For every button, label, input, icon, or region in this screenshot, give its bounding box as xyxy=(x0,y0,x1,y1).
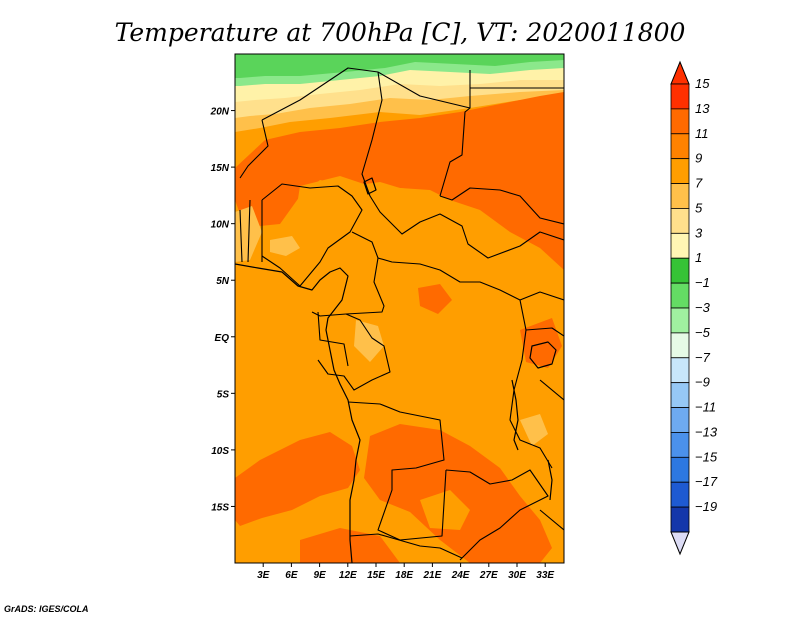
colorbar-label: −5 xyxy=(695,325,711,340)
colorbar-swatch xyxy=(670,432,690,458)
border-namibia xyxy=(349,533,463,559)
colorbar-label: −11 xyxy=(695,400,716,415)
lon-tick-label: 3E xyxy=(257,570,270,581)
map-title: Temperature at 700hPa [C], VT: 202001180… xyxy=(115,18,686,47)
colorbar-swatch xyxy=(670,382,690,408)
border-benin-togo xyxy=(239,199,263,263)
border-angola xyxy=(347,401,447,541)
lake-chad xyxy=(363,177,377,195)
colorbar-label: −3 xyxy=(695,300,711,315)
lon-tick-label: 12E xyxy=(339,570,357,581)
border-gabon xyxy=(317,311,349,367)
colorbar-swatch xyxy=(670,183,690,209)
credit-text: GrADS: IGES/COLA xyxy=(4,604,89,614)
colorbar-swatch xyxy=(670,232,690,259)
border-east-dark xyxy=(539,509,564,531)
map-frame xyxy=(234,53,565,564)
lon-tick-label: 6E xyxy=(285,570,298,581)
colorbar-label: −15 xyxy=(695,449,718,464)
coastlines xyxy=(235,177,557,563)
colorbar-label: 13 xyxy=(695,101,710,116)
colorbar-swatch xyxy=(670,282,690,309)
colorbar-swatch xyxy=(670,158,690,184)
colorbar-swatch xyxy=(670,332,690,359)
colorbar-label: −19 xyxy=(695,499,717,514)
border-nigeria xyxy=(261,183,363,287)
temperature-field xyxy=(235,54,564,563)
lon-tick-label: 33E xyxy=(536,570,554,581)
border-uganda xyxy=(525,327,564,337)
colorbar-swatch xyxy=(670,208,690,234)
colorbar-swatch xyxy=(670,133,690,160)
lake-victoria xyxy=(529,341,557,369)
country-borders xyxy=(239,67,564,561)
border-sahara-west xyxy=(261,67,379,121)
border-libya-egypt xyxy=(439,107,471,197)
field-green-north xyxy=(235,54,564,78)
colorbar-swatch xyxy=(670,407,690,433)
lake-malawi xyxy=(547,459,553,501)
colorbar-swatch xyxy=(670,506,690,533)
field-dark-orange-south-central xyxy=(364,424,552,563)
border-sudan xyxy=(439,187,564,225)
lon-tick-label: 21E xyxy=(423,570,442,581)
field-light-orange-nigeria xyxy=(270,236,300,256)
field-orange-inside-south xyxy=(420,490,470,530)
field-light-orange-cameroon xyxy=(354,320,384,362)
lon-tick-label: 18E xyxy=(395,570,413,581)
colorbar-swatch xyxy=(670,108,690,135)
coast-gulf-of-guinea xyxy=(235,263,361,563)
colorbar-label: −7 xyxy=(695,350,711,365)
latitude-axis: 20N 15N 10N 5N EQ 5S 10S 15S xyxy=(210,107,235,513)
lon-tick-label: 27E xyxy=(479,570,498,581)
colorbar-swatch xyxy=(670,83,690,110)
colorbar-label: 5 xyxy=(695,200,703,215)
border-mali-niger xyxy=(239,119,269,179)
lat-tick-label: 10N xyxy=(211,220,230,231)
lat-tick-label: 5N xyxy=(216,276,230,287)
border-sahara-center xyxy=(377,70,471,109)
colorbar-label: −17 xyxy=(695,474,718,489)
colorbar-label: 11 xyxy=(695,126,709,141)
colorbar-label: −1 xyxy=(695,275,710,290)
lon-tick-label: 9E xyxy=(313,570,326,581)
lake-tanganyika xyxy=(511,379,519,451)
border-drc-east xyxy=(509,299,553,469)
field-light-orange-east xyxy=(520,414,548,446)
field-dark-orange-south-west xyxy=(235,432,360,526)
lat-tick-label: 10S xyxy=(211,446,229,457)
lon-tick-label: 15E xyxy=(367,570,385,581)
colorbar-swatch xyxy=(670,257,690,284)
border-kenya-tanzania xyxy=(539,379,564,401)
colorbar-label: 1 xyxy=(695,250,702,265)
border-zambia xyxy=(445,469,549,561)
lon-tick-label: 30E xyxy=(508,570,526,581)
lat-tick-label: 15S xyxy=(211,502,229,513)
colorbar-swatch xyxy=(670,357,690,384)
lat-tick-label: EQ xyxy=(215,333,230,344)
colorbar-label: 7 xyxy=(695,176,703,191)
colorbar-bottom-arrow xyxy=(670,531,690,556)
border-cameroon xyxy=(311,231,385,317)
colorbar-swatch xyxy=(670,307,690,334)
lat-tick-label: 5S xyxy=(217,389,230,400)
colorbar-swatch xyxy=(670,481,690,508)
colorbar: 15 13 11 9 7 5 3 1 −1 −3 −5 −7 −9 −11 −13 −15 −17 −19 xyxy=(670,60,718,556)
colorbar-top-arrow xyxy=(670,60,690,85)
longitude-axis: 3E 6E 9E 12E 15E 18E 21E 24E 27E 30E 33E xyxy=(257,563,554,581)
field-dark-orange-sahel xyxy=(235,92,564,270)
colorbar-label: −9 xyxy=(695,375,710,390)
colorbar-label: 15 xyxy=(695,76,710,91)
colorbar-label: 3 xyxy=(695,225,703,240)
colorbar-label: −13 xyxy=(695,424,718,439)
lon-tick-label: 24E xyxy=(451,570,470,581)
border-chad-car xyxy=(369,195,564,259)
field-orange-patch-north xyxy=(380,186,450,222)
field-dark-orange-central xyxy=(418,284,452,314)
lat-tick-label: 20N xyxy=(210,107,230,118)
colorbar-swatch xyxy=(670,456,690,483)
lat-tick-label: 15N xyxy=(211,163,230,174)
border-car-drc xyxy=(377,257,564,301)
colorbar-label: 9 xyxy=(695,151,702,166)
